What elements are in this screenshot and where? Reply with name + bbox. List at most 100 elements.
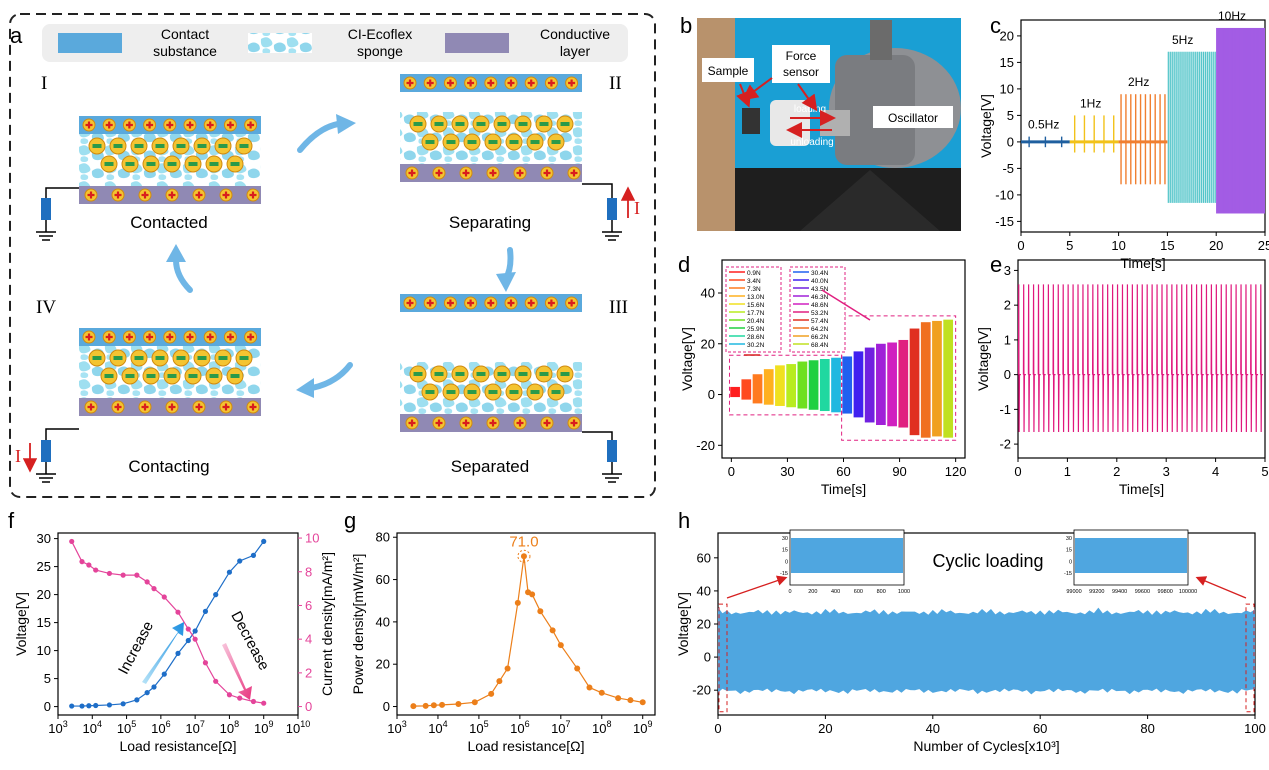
chart-c-series-1Hz (1069, 115, 1119, 153)
chart-f-xlabel: Load resistance[Ω] (119, 738, 236, 754)
chart-d-legend-left-box (725, 266, 782, 353)
chart-g-ytick-label-1: 20 (376, 657, 390, 672)
stage-1-top-plus-1-sign (105, 121, 113, 129)
chart-c-xtick-label-5: 25 (1258, 238, 1269, 253)
stage-2 (400, 74, 582, 182)
stage-1-minus-a-3-sign (155, 144, 165, 148)
chart-e-signal (1017, 284, 1264, 432)
sample (742, 108, 760, 134)
chart-f-point-1-16 (237, 695, 243, 701)
chart-g-ytick-label-2: 40 (376, 614, 390, 629)
ground-stage-4-resistor (41, 440, 51, 462)
current-label-up: I (634, 198, 640, 218)
chart-e-ytick-label-2: 0 (1004, 367, 1011, 382)
chart-g-xtick-label-3: 106 (510, 719, 529, 736)
chart-d-bar-3 (763, 369, 774, 405)
charts-layer: 0 5 10 15 20 25-15-10-505101520Time[s]Voltage… (8, 9, 1269, 754)
stage-4-minus-a-0-sign (92, 356, 102, 360)
cycle-arrow-2-head (496, 272, 516, 292)
chart-h-inset-1-ytick-1: 15 (782, 548, 788, 554)
photo-label-loading: loading (794, 104, 826, 115)
stage-1-bottom-plus-3-sign (168, 191, 176, 199)
stage-1-top-plus-7-sign (226, 121, 234, 129)
stage-2-minus-a-3-sign (476, 122, 486, 126)
chart-c-ytick-label-3: 0 (1007, 134, 1014, 149)
chart-d-bar-16 (909, 328, 920, 436)
chart-f-xtick-label-5: 108 (220, 719, 239, 736)
chart-h-arrow-left (726, 575, 788, 599)
cycle-arrow-1-head (336, 114, 356, 134)
chart-f-point-0-4 (106, 702, 113, 708)
stage-4-minus-b-4-sign (188, 374, 198, 378)
stage-3-minus-a-6-sign (539, 372, 549, 376)
chart-g-peak-label: 71.0 (509, 533, 538, 550)
chart-g-xtick-label-6: 109 (633, 719, 652, 736)
chart-f-point-1-7 (144, 579, 150, 585)
chart-e-xtick-label-5: 5 (1261, 464, 1268, 479)
stage-2-minus-b-3-sign (488, 140, 498, 144)
stage-1-minus-a-5-sign (197, 144, 207, 148)
chart-f-point-1-12 (192, 636, 198, 642)
chart-g-point-16 (574, 665, 581, 672)
legend-label-3-line2: layer (560, 43, 591, 59)
stage-3-minus-b-0-sign (425, 390, 435, 394)
state-label-2: Separating (449, 213, 531, 232)
chart-g-peak-ring (517, 549, 531, 563)
chart-d-xtick-label-3: 90 (892, 464, 906, 479)
chart-c-series-0.5Hz (1021, 136, 1070, 148)
chart-f-point-1-0 (69, 538, 75, 545)
chart-f-xtick-label-6: 109 (254, 719, 273, 736)
panel-letter-a: a (10, 23, 23, 48)
photo-label-force-1: Force (786, 49, 817, 63)
stage-2-top-plus-1-sign (426, 79, 434, 87)
stage-4-minus-a-1-sign (113, 356, 123, 360)
chart-c-xlabel: Time[s] (1120, 255, 1165, 271)
chart-d-ylabel: Voltage[V] (679, 327, 695, 391)
chart-d-legend-right-label-2: 43.5N (811, 286, 829, 293)
chart-f-point-1-14 (213, 678, 219, 684)
chart-f-point-1-9 (161, 594, 167, 600)
chart-h-inset-1-ytick-2: 0 (785, 559, 788, 565)
stage-1-bottom-plus-6-sign (249, 191, 257, 199)
chart-h-inset-2-ytick-3: -15 (1064, 571, 1072, 577)
chart-g-line (413, 556, 643, 707)
chart-g-frame (396, 532, 656, 716)
chart-f-point-0-6 (134, 697, 140, 703)
stage-3 (400, 294, 582, 432)
chart-g-ylabel: Power density[mW/m²] (350, 554, 366, 695)
chart-h-ytick-label-2: 20 (697, 617, 711, 632)
chart-h-inset-2-xtick-4: 99800 (1158, 589, 1173, 595)
stage-4-minus-a-5-sign (197, 356, 207, 360)
chart-d-ytick-label-0: -20 (696, 438, 715, 453)
photo-labels: Sample Force sensor loading unloading Oscilla… (708, 49, 938, 148)
chart-h-inset-2-ytick-2: 0 (1069, 559, 1072, 565)
chart-f-point-0-14 (213, 592, 219, 598)
stage-2-minus-a-2-sign (455, 122, 465, 126)
stage-3-minus-a-7-sign (560, 372, 570, 376)
chart-f-ytick-label-0: 0 (44, 699, 51, 714)
chart-d-legend-right-label-7: 64.2N (811, 326, 829, 333)
chart-h: 0 20 40 60 80 100 -20 0 20 40 60 Number of Cycles[x… (675, 508, 1266, 754)
stage-3-top-plus-0-sign (406, 299, 414, 307)
chart-c-ytick-label-1: -10 (995, 187, 1014, 202)
panel-b-photo: b Sample Force sensor loading unloading Oscil… (680, 13, 961, 231)
chart-e-ytick-label-5: 3 (1004, 263, 1011, 278)
stage-2-minus-a-4-sign (497, 122, 507, 126)
stage-3-minus-b-3-sign (488, 390, 498, 394)
legend-swatch-contact (58, 33, 122, 53)
panel-letter-g: g (344, 508, 356, 533)
state-label-1: Contacted (130, 213, 208, 232)
chart-e-ytick-label-1: -1 (999, 402, 1011, 417)
chart-d-pointer-right (821, 289, 871, 321)
panel-letter-f: f (8, 508, 15, 533)
chart-e-xtick-label-0: 0 (1014, 464, 1021, 479)
chart-d-bar-9 (831, 357, 841, 413)
stage-1-minus-a-1-sign (113, 144, 123, 148)
chart-e-xlabel: Time[s] (1119, 481, 1164, 497)
current-label-down: I (15, 446, 21, 466)
chart-d-bar-14 (887, 342, 897, 427)
chart-g-point-2 (430, 702, 437, 709)
stage-1-minus-b-1-sign (125, 162, 135, 166)
